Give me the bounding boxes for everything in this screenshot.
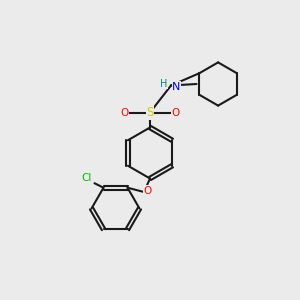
Text: Cl: Cl	[82, 173, 92, 183]
Text: O: O	[143, 185, 152, 196]
Text: N: N	[172, 82, 181, 92]
Text: O: O	[171, 107, 180, 118]
Text: S: S	[146, 106, 154, 119]
Text: H: H	[160, 79, 167, 89]
Text: O: O	[120, 107, 129, 118]
